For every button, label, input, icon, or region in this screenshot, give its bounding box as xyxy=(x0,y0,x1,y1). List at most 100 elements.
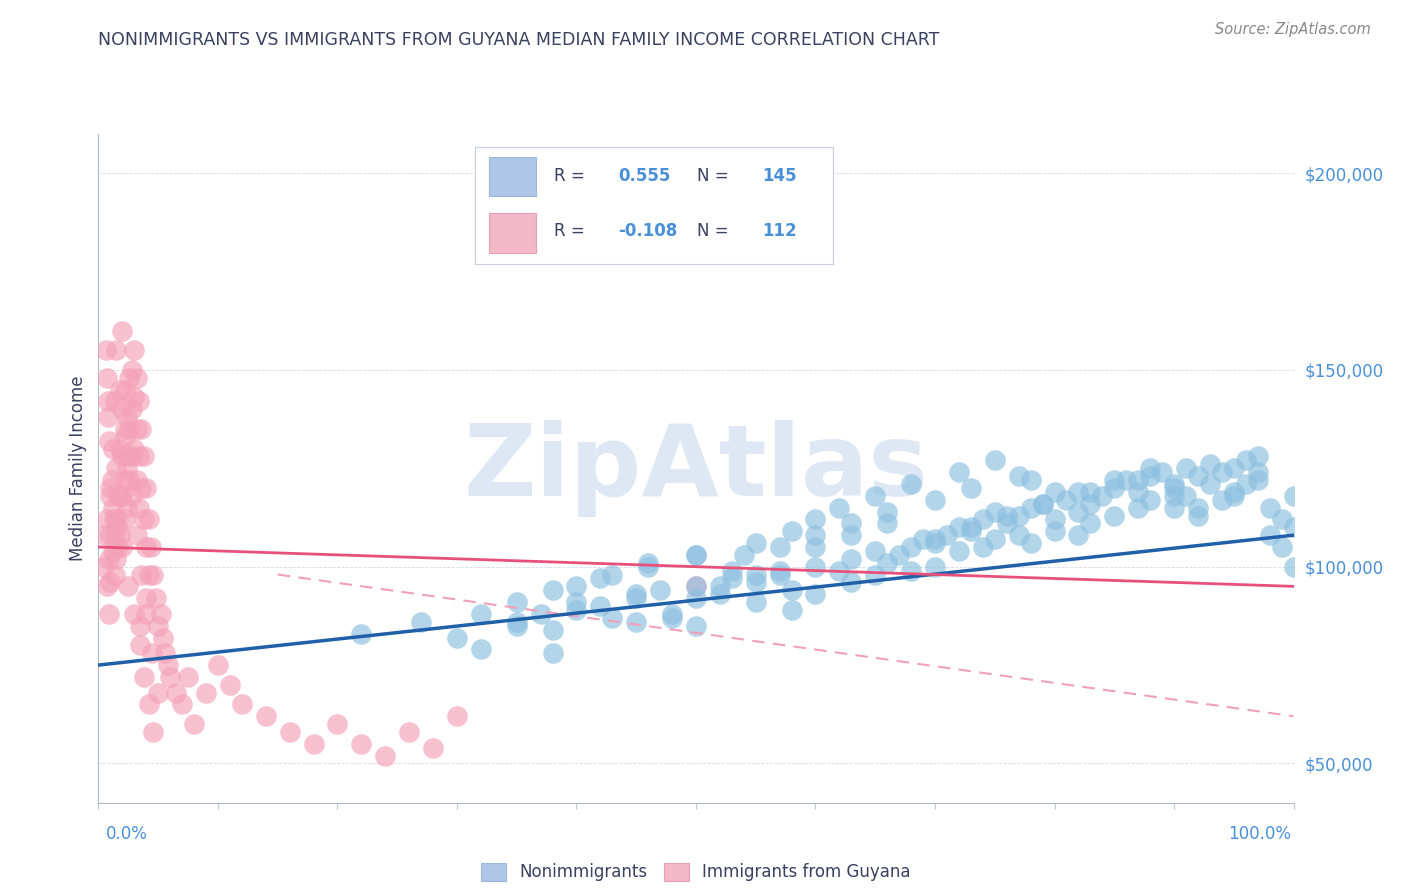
Point xyxy=(470,607,492,621)
Point xyxy=(121,489,143,503)
Point xyxy=(98,607,121,621)
Point xyxy=(94,343,117,358)
Point xyxy=(101,544,124,558)
Point xyxy=(98,434,121,448)
Point xyxy=(139,540,162,554)
Point xyxy=(876,516,898,531)
Point xyxy=(972,540,994,554)
Point xyxy=(152,631,174,645)
Point xyxy=(924,492,946,507)
Point xyxy=(1080,497,1102,511)
Point xyxy=(104,394,127,409)
Point xyxy=(1032,497,1054,511)
Point xyxy=(1282,489,1305,503)
Point xyxy=(1222,484,1246,499)
Point xyxy=(132,450,155,464)
Text: Source: ZipAtlas.com: Source: ZipAtlas.com xyxy=(1215,22,1371,37)
Point xyxy=(1282,559,1305,574)
Point xyxy=(685,548,707,562)
Point xyxy=(863,544,886,558)
Point xyxy=(983,453,1005,467)
Point xyxy=(93,559,115,574)
Legend: Nonimmigrants, Immigrants from Guyana: Nonimmigrants, Immigrants from Guyana xyxy=(474,856,918,888)
Point xyxy=(155,646,177,660)
Point xyxy=(541,623,564,637)
Point xyxy=(1102,481,1125,495)
Point xyxy=(100,473,122,487)
Text: R =: R = xyxy=(554,168,585,186)
Point xyxy=(108,383,131,397)
Point xyxy=(254,709,277,723)
Point xyxy=(876,556,898,570)
Point xyxy=(159,670,181,684)
Point xyxy=(129,618,152,632)
Point xyxy=(541,583,564,598)
Point xyxy=(105,512,128,526)
Point xyxy=(1054,492,1078,507)
Point xyxy=(1067,505,1090,519)
Point xyxy=(111,450,134,464)
Point xyxy=(863,489,886,503)
Point xyxy=(828,500,851,515)
Point xyxy=(1150,465,1173,479)
Point xyxy=(959,524,981,539)
Point xyxy=(839,551,862,566)
Point xyxy=(96,579,118,593)
Point xyxy=(624,615,647,629)
Point xyxy=(108,442,131,456)
FancyBboxPatch shape xyxy=(489,157,536,196)
Point xyxy=(959,481,981,495)
Point xyxy=(302,737,325,751)
Point xyxy=(114,422,136,436)
Point xyxy=(128,500,150,515)
Point xyxy=(1128,500,1150,515)
Point xyxy=(135,481,157,495)
Point xyxy=(924,536,946,550)
Text: -0.108: -0.108 xyxy=(619,222,678,241)
Point xyxy=(624,591,647,606)
Point xyxy=(768,567,790,582)
Point xyxy=(529,607,551,621)
Point xyxy=(131,567,153,582)
Point xyxy=(541,646,564,660)
Point xyxy=(111,489,134,503)
Point xyxy=(107,540,129,554)
FancyBboxPatch shape xyxy=(489,212,536,252)
Point xyxy=(93,528,115,542)
Point xyxy=(121,450,143,464)
Point xyxy=(685,618,707,632)
Point xyxy=(768,540,790,554)
Point xyxy=(948,465,970,479)
Point xyxy=(107,489,129,503)
Point xyxy=(839,575,862,590)
Point xyxy=(1175,461,1198,475)
Point xyxy=(685,548,707,562)
Point xyxy=(1019,500,1042,515)
Point xyxy=(935,528,957,542)
Point xyxy=(600,567,623,582)
Point xyxy=(104,567,127,582)
Point xyxy=(411,615,433,629)
Point xyxy=(565,595,588,609)
Point xyxy=(97,394,120,409)
Point xyxy=(101,442,124,456)
Point xyxy=(685,591,707,606)
Point xyxy=(745,567,768,582)
Point xyxy=(1043,484,1066,499)
Point xyxy=(1163,500,1185,515)
Point xyxy=(98,575,122,590)
Point xyxy=(972,512,994,526)
Point xyxy=(1139,469,1161,483)
Point xyxy=(1246,450,1268,464)
Point xyxy=(231,698,253,712)
Point xyxy=(948,520,970,534)
Point xyxy=(804,540,827,554)
Point xyxy=(661,607,683,621)
Point xyxy=(1007,469,1029,483)
Point xyxy=(1198,458,1220,472)
Point xyxy=(1271,512,1294,526)
Point xyxy=(398,725,420,739)
Point xyxy=(108,489,131,503)
Point xyxy=(194,685,217,699)
Point xyxy=(721,572,744,586)
